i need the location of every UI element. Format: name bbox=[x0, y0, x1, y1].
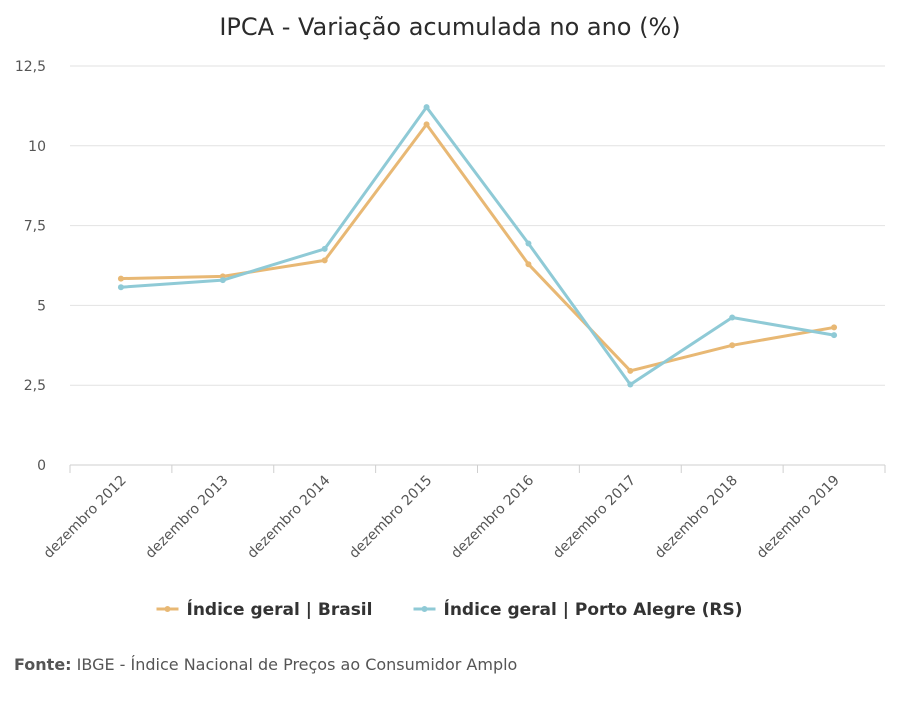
series-line bbox=[119, 122, 836, 373]
series-1 bbox=[117, 121, 838, 374]
data-point bbox=[525, 261, 532, 268]
x-tick-label: dezembro 2015 bbox=[346, 473, 435, 562]
series-2 bbox=[117, 104, 838, 388]
source-note: Fonte: IBGE - Índice Nacional de Preços … bbox=[14, 655, 517, 674]
grid bbox=[70, 65, 885, 466]
y-tick-label: 0 bbox=[37, 458, 46, 474]
data-point bbox=[729, 342, 736, 349]
series-lines bbox=[117, 104, 838, 388]
legend-swatch-marker bbox=[164, 606, 171, 612]
data-point bbox=[321, 245, 328, 252]
legend-swatch-marker bbox=[421, 606, 428, 612]
series-line bbox=[119, 105, 836, 387]
data-point bbox=[729, 314, 736, 321]
data-point bbox=[831, 324, 838, 331]
data-point bbox=[423, 121, 430, 128]
data-point bbox=[525, 240, 532, 247]
x-tick-label: dezembro 2017 bbox=[550, 473, 639, 562]
data-point bbox=[423, 104, 430, 111]
x-tick-label: dezembro 2014 bbox=[244, 472, 333, 561]
legend: Índice geral | Brasil Índice geral | Port… bbox=[156, 598, 743, 620]
source-text: IBGE - Índice Nacional de Preços ao Cons… bbox=[71, 655, 518, 674]
x-tick-label: dezembro 2016 bbox=[448, 472, 537, 561]
data-point bbox=[831, 332, 838, 339]
data-point bbox=[321, 257, 328, 264]
data-point bbox=[219, 277, 226, 284]
y-tick-label: 2,5 bbox=[24, 378, 46, 394]
x-tick-label: dezembro 2013 bbox=[142, 473, 231, 562]
legend-item[interactable]: Índice geral | Brasil bbox=[156, 598, 373, 620]
data-point bbox=[627, 367, 634, 374]
chart-title: IPCA - Variação acumulada no ano (%) bbox=[219, 13, 680, 41]
data-point bbox=[117, 275, 124, 282]
y-tick-label: 5 bbox=[37, 298, 46, 314]
legend-label: Índice geral | Porto Alegre (RS) bbox=[444, 598, 743, 620]
y-tick-label: 7,5 bbox=[24, 219, 46, 235]
data-point bbox=[627, 381, 634, 388]
x-tick-label: dezembro 2018 bbox=[652, 473, 741, 562]
legend-item[interactable]: Índice geral | Porto Alegre (RS) bbox=[413, 598, 743, 620]
data-point bbox=[117, 284, 124, 291]
source-label: Fonte: bbox=[14, 655, 72, 674]
line-chart: IPCA - Variação acumulada no ano (%) 0 2,… bbox=[15, 13, 886, 620]
y-tick-label: 12,5 bbox=[15, 59, 46, 75]
y-axis-ticks: 0 2,5 5 7,5 10 12,5 bbox=[15, 59, 46, 474]
x-axis-ticks: dezembro 2012 dezembro 2013 dezembro 2014 d… bbox=[41, 465, 886, 562]
y-tick-label: 10 bbox=[28, 139, 46, 155]
legend-label: Índice geral | Brasil bbox=[187, 598, 373, 620]
x-tick-label: dezembro 2012 bbox=[41, 473, 130, 562]
x-tick-label: dezembro 2019 bbox=[754, 473, 843, 562]
